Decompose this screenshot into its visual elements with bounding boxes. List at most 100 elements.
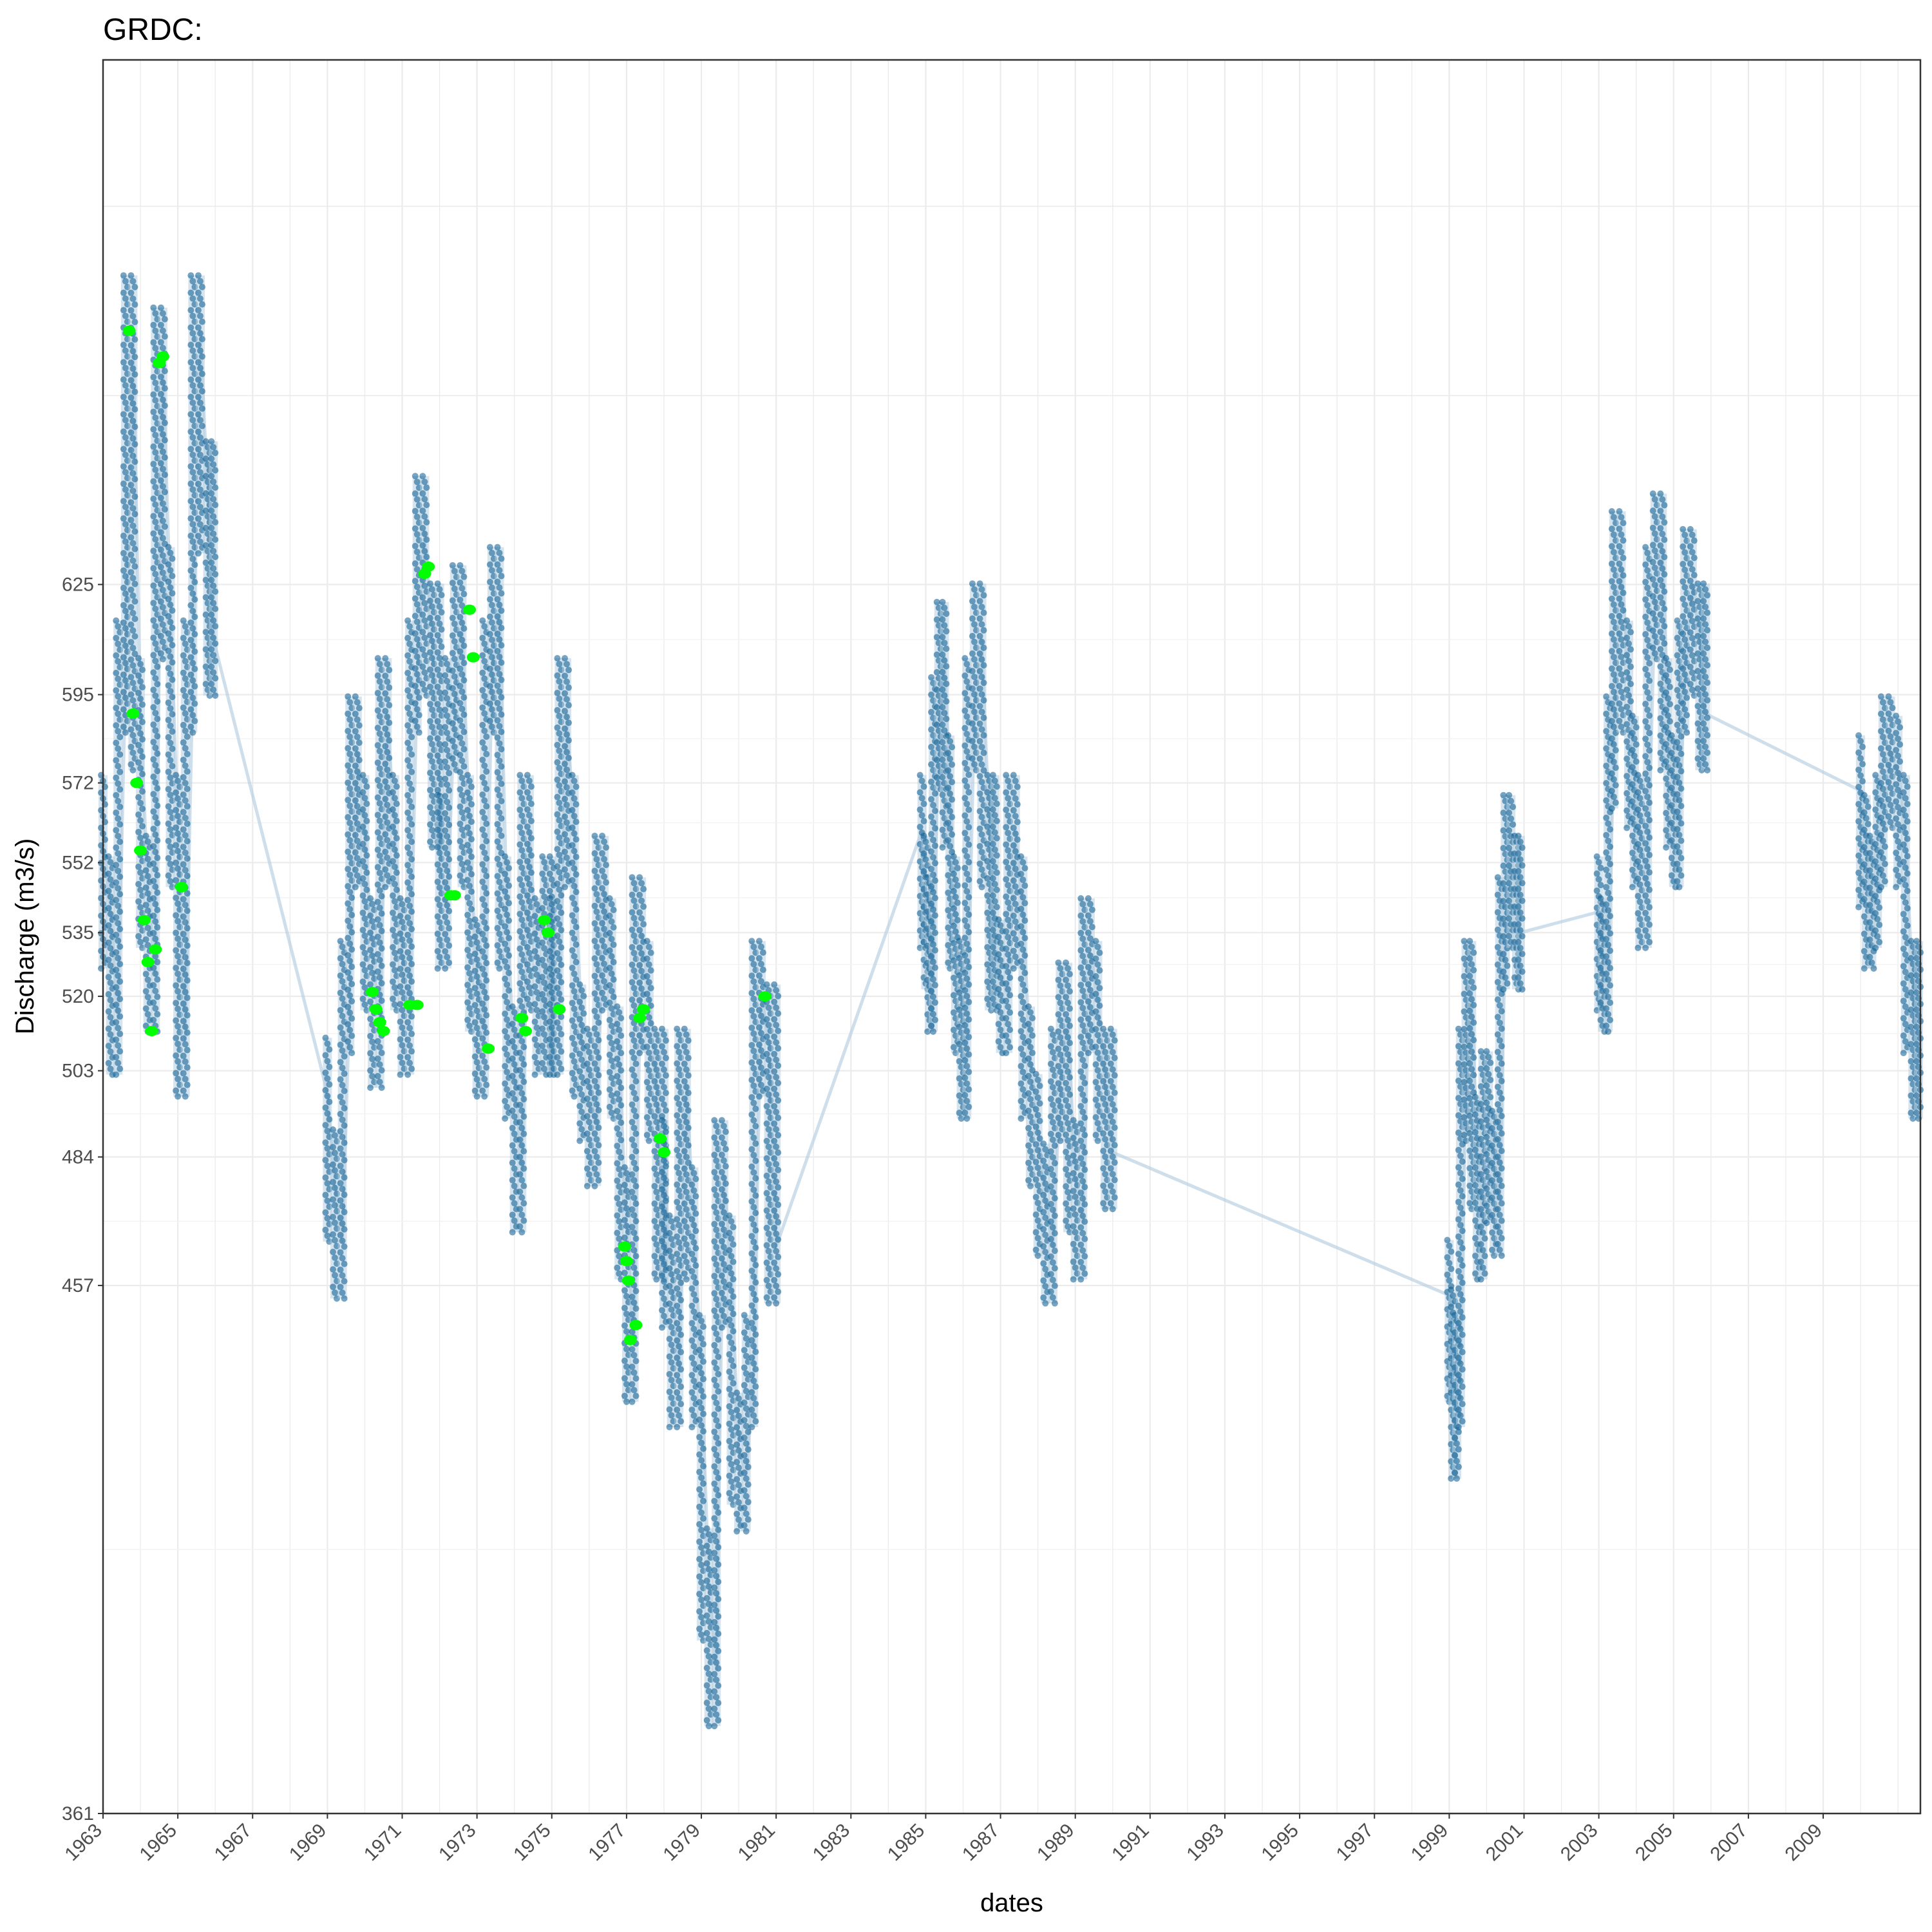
data-point [713, 1417, 720, 1424]
data-point [128, 639, 135, 646]
data-point [930, 889, 937, 896]
data-point [520, 1217, 527, 1224]
data-point [483, 855, 490, 862]
data-point [161, 419, 168, 426]
data-point [359, 961, 366, 968]
data-point [135, 880, 142, 887]
data-point [339, 1220, 346, 1227]
data-point [198, 388, 205, 395]
data-point [681, 1200, 688, 1208]
data-point [629, 1101, 636, 1108]
data-point [1018, 993, 1025, 1000]
data-point [922, 856, 929, 863]
data-point [599, 832, 606, 839]
data-point [391, 949, 398, 956]
data-point [676, 1031, 683, 1038]
data-point [569, 1052, 576, 1059]
data-point [397, 983, 404, 990]
data-point [516, 928, 524, 935]
data-point [980, 750, 987, 757]
data-point [404, 931, 412, 938]
data-point [1005, 969, 1012, 976]
data-point [361, 984, 368, 991]
data-point [173, 1087, 180, 1094]
data-point [504, 981, 511, 988]
data-point [554, 863, 561, 870]
data-point [194, 498, 202, 505]
data-point [341, 1295, 348, 1302]
data-point [750, 1082, 757, 1089]
data-point [438, 609, 445, 616]
data-point [483, 733, 490, 740]
data-point [159, 552, 166, 559]
data-point [451, 726, 458, 733]
data-point [128, 499, 135, 506]
data-point [196, 504, 204, 511]
data-point [165, 613, 172, 620]
data-point [412, 578, 419, 585]
data-point [676, 1187, 683, 1194]
data-point [556, 747, 563, 754]
data-point [137, 661, 144, 668]
data-point [180, 669, 187, 676]
data-point [726, 1212, 733, 1219]
data-point [157, 408, 164, 415]
data-point [107, 858, 114, 866]
data-point [479, 948, 486, 955]
data-point [389, 927, 396, 934]
data-point [419, 681, 426, 688]
data-point [752, 1192, 759, 1199]
data-point [150, 999, 157, 1006]
data-point [696, 1347, 703, 1354]
data-point [359, 892, 366, 899]
data-point [956, 1006, 963, 1013]
data-point [444, 781, 451, 788]
data-point [191, 561, 198, 568]
data-point [713, 1434, 720, 1441]
data-point [743, 1387, 750, 1394]
data-point [676, 1204, 683, 1211]
data-point [509, 1020, 516, 1027]
data-point [752, 1175, 759, 1182]
data-point [386, 754, 393, 761]
data-point [726, 1455, 733, 1462]
data-point [444, 712, 451, 719]
data-point [122, 659, 129, 667]
data-point [184, 820, 191, 828]
data-point [956, 1092, 963, 1099]
data-point [681, 1218, 688, 1225]
data-point [984, 772, 991, 779]
data-point [995, 916, 1002, 923]
data-point [755, 1058, 762, 1065]
data-point [1025, 1159, 1032, 1166]
data-point [928, 813, 935, 820]
data-point [741, 1329, 748, 1336]
data-point [674, 1302, 681, 1309]
data-point [653, 1048, 660, 1056]
data-point [533, 901, 540, 908]
data-point [630, 949, 638, 956]
data-point [117, 873, 124, 880]
data-point [345, 1038, 352, 1045]
data-point [688, 1320, 696, 1327]
data-point [208, 455, 215, 462]
data-point [115, 850, 122, 857]
data-point [374, 672, 381, 679]
data-point [509, 1003, 516, 1010]
data-point [113, 634, 120, 641]
data-point [711, 1532, 718, 1539]
data-point [621, 1322, 628, 1329]
data-point [449, 650, 456, 657]
data-point [391, 777, 398, 784]
data-point [527, 869, 535, 876]
data-point [531, 1001, 538, 1008]
data-point [173, 1017, 180, 1024]
data-point [743, 1440, 750, 1447]
data-point [421, 634, 428, 641]
data-point [548, 1024, 555, 1031]
data-point [449, 562, 456, 569]
data-point [376, 835, 383, 842]
data-point [539, 1025, 546, 1032]
data-point [969, 632, 976, 639]
data-point [386, 667, 393, 674]
